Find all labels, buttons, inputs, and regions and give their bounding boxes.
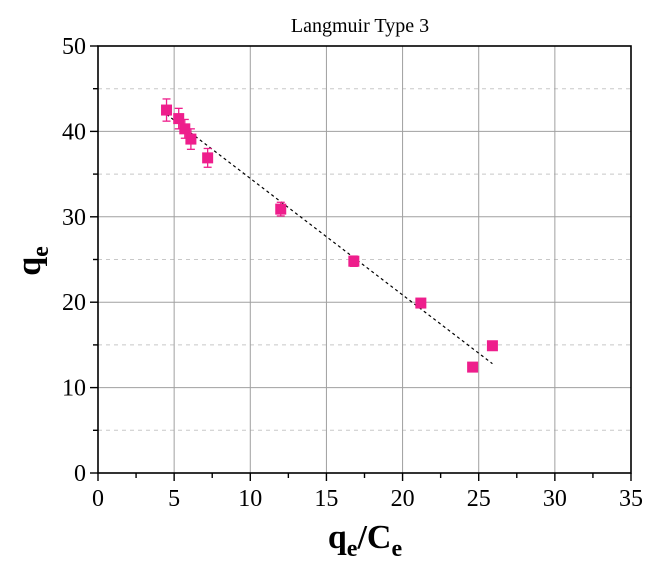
x-tick-label: 25 bbox=[467, 486, 491, 512]
fit-line-group bbox=[166, 113, 493, 365]
y-tick-label: 20 bbox=[62, 290, 86, 316]
axis-ticks bbox=[90, 45, 632, 481]
data-point bbox=[185, 133, 197, 145]
fit-line bbox=[166, 113, 493, 365]
error-bars bbox=[162, 98, 497, 371]
data-point bbox=[348, 255, 360, 267]
x-tick-labels: 0 5 10 15 20 25 30 35 bbox=[92, 486, 643, 512]
minor-grid bbox=[98, 88, 631, 431]
x-tick-label: 10 bbox=[238, 486, 262, 512]
x-tick-label: 5 bbox=[168, 486, 180, 512]
x-tick-label: 35 bbox=[619, 486, 643, 512]
y-tick-label: 50 bbox=[62, 34, 86, 60]
x-axis-title: qe/Ce bbox=[328, 519, 403, 561]
y-tick-label: 30 bbox=[62, 205, 86, 231]
y-tick-label: 0 bbox=[74, 461, 86, 487]
x-tick-label: 15 bbox=[314, 486, 338, 512]
data-point bbox=[179, 123, 191, 135]
x-tick-label: 0 bbox=[92, 486, 104, 512]
y-tick-labels: 0 10 20 30 40 50 bbox=[62, 34, 86, 487]
data-point bbox=[275, 203, 287, 215]
data-point bbox=[161, 104, 173, 116]
y-tick-label: 40 bbox=[62, 119, 86, 145]
data-point bbox=[202, 152, 214, 164]
data-point bbox=[415, 297, 427, 309]
data-point bbox=[486, 340, 498, 352]
chart-title: Langmuir Type 3 bbox=[291, 15, 429, 37]
y-tick-label: 10 bbox=[62, 376, 86, 402]
data-point bbox=[467, 361, 479, 373]
y-axis-title: qe bbox=[11, 246, 54, 276]
data-points bbox=[161, 104, 498, 373]
data-point bbox=[173, 113, 185, 125]
x-tick-label: 30 bbox=[543, 486, 567, 512]
x-tick-label: 20 bbox=[391, 486, 415, 512]
